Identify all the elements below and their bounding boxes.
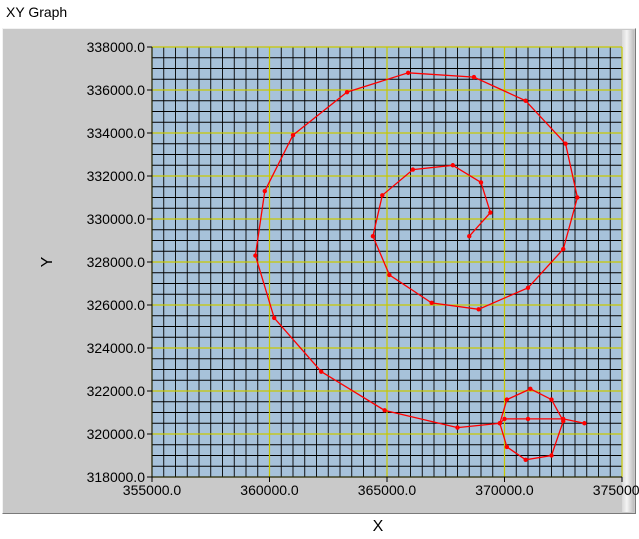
x-tick-label-3: 370000.0 bbox=[475, 482, 534, 498]
frame-edge bbox=[622, 30, 634, 512]
data-point-0 bbox=[467, 234, 472, 239]
data-point-13 bbox=[563, 141, 568, 146]
y-tick-labels: 318000.0 320000.0 322000.0 324000.0 326000.0… bbox=[87, 39, 152, 485]
data-point-12 bbox=[575, 195, 580, 200]
y-tick-label-2: 322000.0 bbox=[87, 383, 146, 399]
data-point-35 bbox=[525, 416, 531, 422]
data-point-37 bbox=[582, 421, 587, 426]
data-point-2 bbox=[478, 180, 484, 185]
data-point-30 bbox=[549, 453, 554, 458]
x-tick-label-4: 375000.0 bbox=[593, 482, 639, 498]
y-tick-label-9: 336000.0 bbox=[87, 82, 146, 98]
data-point-1 bbox=[488, 210, 493, 215]
data-point-27 bbox=[528, 386, 533, 392]
data-point-4 bbox=[410, 167, 416, 172]
series-line-0 bbox=[254, 72, 585, 461]
x-tick-label-1: 360000.0 bbox=[240, 482, 299, 498]
data-point-20 bbox=[253, 253, 258, 258]
data-point-15 bbox=[471, 74, 477, 80]
x-tick-label-2: 365000.0 bbox=[358, 482, 417, 498]
data-point-17 bbox=[344, 89, 350, 95]
y-tick-label-10: 338000.0 bbox=[87, 39, 146, 55]
y-axis-title: Y bbox=[39, 256, 56, 267]
y-tick-label-3: 324000.0 bbox=[87, 340, 146, 356]
data-point-36 bbox=[561, 416, 566, 422]
data-point-3 bbox=[450, 163, 455, 168]
data-point-9 bbox=[476, 307, 481, 312]
data-point-31 bbox=[523, 457, 528, 462]
x-tick-label-0: 355000.0 bbox=[123, 482, 182, 498]
data-point-11 bbox=[561, 246, 566, 252]
data-point-5 bbox=[380, 193, 385, 198]
graph-label: XY Graph bbox=[6, 4, 68, 20]
x-tick-labels: 355000.0 360000.0 365000.0 370000.0 375000.0 bbox=[123, 477, 639, 498]
data-point-18 bbox=[290, 132, 296, 138]
y-tick-label-4: 326000.0 bbox=[87, 297, 146, 313]
data-point-32 bbox=[504, 444, 510, 450]
y-tick-label-1: 320000.0 bbox=[87, 426, 146, 442]
data-point-10 bbox=[525, 285, 531, 290]
data-point-34 bbox=[502, 416, 507, 422]
data-point-8 bbox=[429, 300, 434, 306]
x-axis-title: X bbox=[373, 518, 384, 535]
y-tick-label-8: 334000.0 bbox=[87, 125, 146, 141]
y-tick-label-6: 330000.0 bbox=[87, 211, 146, 227]
data-point-33 bbox=[497, 421, 502, 426]
y-tick-label-0: 318000.0 bbox=[87, 469, 146, 485]
data-point-22 bbox=[319, 369, 324, 374]
data-point-7 bbox=[387, 272, 392, 278]
data-point-19 bbox=[262, 188, 267, 194]
data-point-14 bbox=[523, 98, 528, 103]
data-point-26 bbox=[504, 397, 510, 402]
trace bbox=[253, 70, 587, 462]
y-tick-label-5: 328000.0 bbox=[87, 254, 146, 270]
y-tick-label-7: 332000.0 bbox=[87, 168, 146, 184]
data-point-6 bbox=[370, 234, 376, 239]
data-point-24 bbox=[455, 425, 460, 430]
data-point-21 bbox=[272, 315, 277, 321]
data-point-23 bbox=[382, 408, 387, 413]
data-point-16 bbox=[405, 70, 411, 76]
data-point-28 bbox=[549, 397, 554, 402]
